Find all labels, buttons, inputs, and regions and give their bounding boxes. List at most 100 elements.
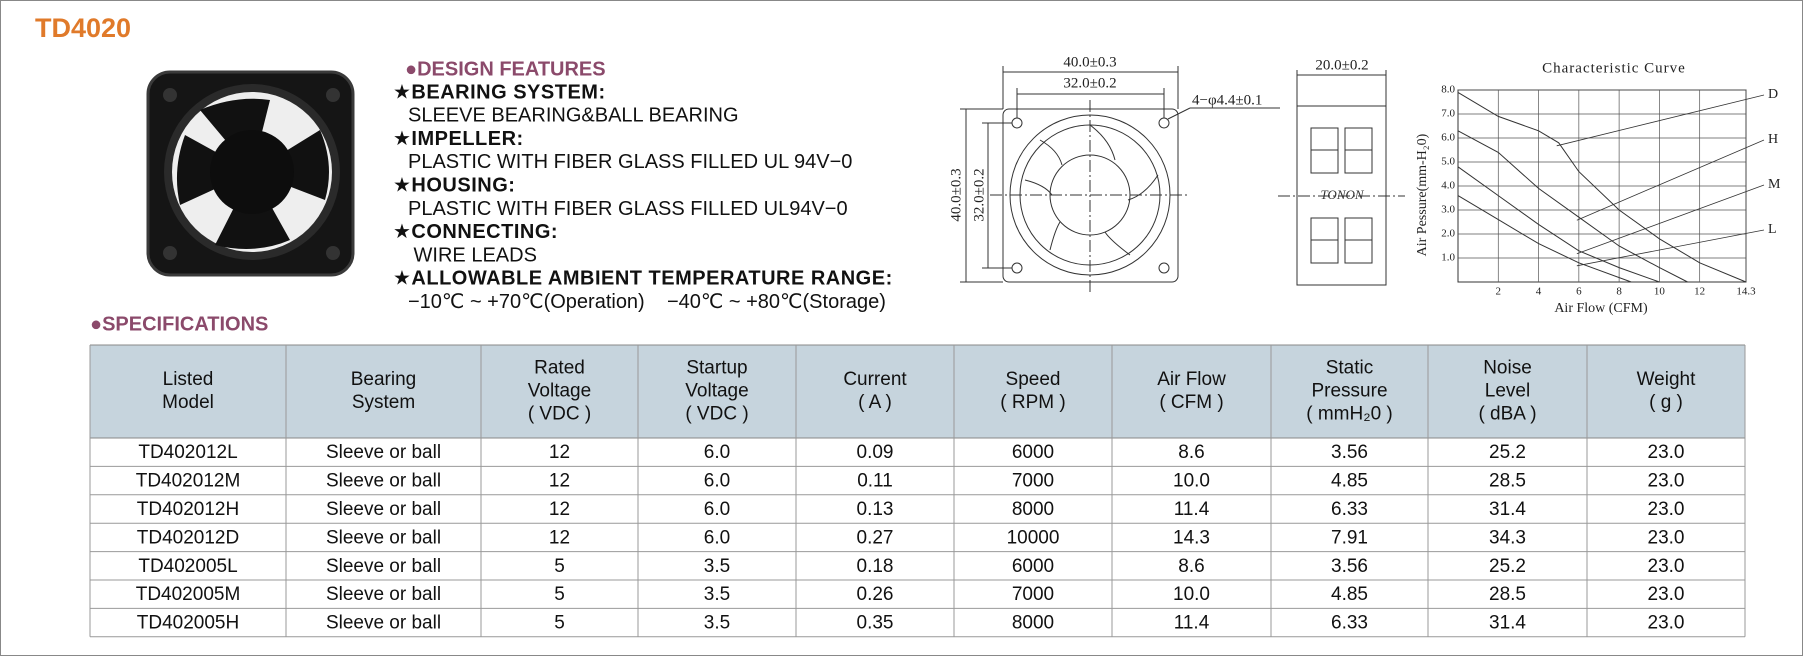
table-cell: 31.4 [1489, 613, 1526, 634]
curve [1457, 195, 1632, 283]
y-tick-label: 5.0 [1441, 156, 1455, 168]
series-label: H [1768, 132, 1778, 147]
table-cell: 5 [554, 584, 565, 605]
y-tick-label: 4.0 [1441, 180, 1455, 192]
header-cell: ( dBA ) [1478, 404, 1536, 425]
header-cell: Current [843, 369, 907, 390]
table-cell: 11.4 [1174, 499, 1210, 520]
header-cell: Startup [686, 358, 747, 379]
table-cell: Sleeve or ball [326, 584, 441, 605]
table-cell: 0.27 [857, 527, 894, 548]
header-cell: ( CFM ) [1159, 392, 1223, 413]
dim-depth: 20.0±0.2 [1315, 57, 1368, 73]
table-cell: TD402005L [138, 556, 237, 577]
x-tick-label: 2 [1496, 286, 1502, 298]
dim-hole-spacing-v: 32.0±0.2 [971, 168, 987, 221]
feature-text: SLEEVE BEARING&BALL BEARING [408, 105, 739, 127]
y-tick-label: 7.0 [1441, 108, 1455, 120]
table-cell: 7000 [1012, 471, 1054, 492]
header-cell: Level [1485, 381, 1530, 402]
header-cell: ( RPM ) [1000, 392, 1065, 413]
x-tick-label: 4 [1536, 286, 1542, 298]
table-cell: 23.0 [1648, 527, 1685, 548]
curve [1457, 91, 1747, 283]
series-label: D [1768, 87, 1778, 102]
table-cell: 23.0 [1648, 442, 1685, 463]
table-cell: 6.0 [704, 499, 730, 520]
curve [1457, 166, 1660, 283]
table-cell: 6.33 [1331, 499, 1368, 520]
table-cell: 4.85 [1331, 584, 1368, 605]
table-cell: 34.3 [1489, 527, 1526, 548]
header-cell: ( VDC ) [685, 404, 748, 425]
table-cell: 0.18 [857, 556, 894, 577]
x-tick-label: 6 [1576, 286, 1582, 298]
feature-text: PLASTIC WITH FIBER GLASS FILLED UL 94V−0 [408, 151, 852, 173]
table-cell: 6.33 [1331, 613, 1368, 634]
leader-line [1556, 94, 1765, 147]
front-drawing [960, 66, 1280, 295]
table-cell: TD402012H [137, 499, 239, 520]
table-cell: 6.0 [704, 442, 730, 463]
y-axis-label: Air Pessure(mm-H₂0) [1415, 133, 1430, 256]
header-cell: Listed [163, 369, 214, 390]
table-cell: 0.26 [857, 584, 894, 605]
curve [1457, 130, 1688, 283]
series-label: M [1768, 177, 1781, 192]
table-cell: 23.0 [1648, 556, 1685, 577]
table-cell: TD402012M [136, 471, 241, 492]
feature-title: ★CONNECTING: [393, 221, 558, 243]
table-cell: 8.6 [1178, 556, 1204, 577]
table-cell: 12 [549, 442, 570, 463]
table-cell: Sleeve or ball [326, 499, 441, 520]
table-cell: 3.5 [704, 613, 730, 634]
table-cell: 28.5 [1489, 584, 1526, 605]
table-cell: 8000 [1012, 499, 1054, 520]
table-cell: 23.0 [1648, 499, 1685, 520]
series-label: L [1768, 222, 1777, 237]
y-tick-label: 2.0 [1441, 228, 1455, 240]
dim-width: 40.0±0.3 [1063, 54, 1116, 70]
table-cell: 7000 [1012, 584, 1054, 605]
table-cell: 0.13 [857, 499, 894, 520]
x-tick-label: 8 [1616, 286, 1622, 298]
design-features: ●DESIGN FEATURES ★BEARING SYSTEM:SLEEVE … [393, 58, 892, 313]
feature-title: ★IMPELLER: [393, 128, 524, 150]
x-tick-label: 12 [1694, 286, 1705, 298]
feature-title: ★BEARING SYSTEM: [393, 81, 606, 103]
y-tick-label: 1.0 [1441, 252, 1455, 264]
header-cell: Voltage [528, 381, 591, 402]
table-cell: 8000 [1012, 613, 1054, 634]
header-cell: ( mmH₂0 ) [1306, 404, 1393, 425]
table-cell: 23.0 [1648, 584, 1685, 605]
table-cell: 10.0 [1173, 471, 1210, 492]
table-cell: TD402005H [137, 613, 239, 634]
table-cell: 0.11 [857, 471, 893, 492]
x-tick-label: 10 [1654, 286, 1666, 298]
table-cell: 12 [549, 471, 570, 492]
header-cell: Air Flow [1157, 369, 1226, 390]
table-cell: 23.0 [1648, 471, 1685, 492]
table-cell: 0.09 [857, 442, 894, 463]
table-cell: Sleeve or ball [326, 613, 441, 634]
x-axis-label: Air Flow (CFM) [1554, 301, 1648, 316]
chart-title: Characteristic Curve [1542, 60, 1686, 76]
table-cell: Sleeve or ball [326, 556, 441, 577]
dim-height: 40.0±0.3 [948, 168, 964, 221]
header-cell: Rated [534, 358, 585, 379]
table-cell: TD402012D [137, 527, 239, 548]
leader-line [1576, 229, 1765, 267]
table-header-bg [90, 345, 1745, 438]
dim-holes: 4−φ4.4±0.1 [1192, 92, 1262, 108]
table-cell: 25.2 [1489, 556, 1526, 577]
table-cell: 6.0 [704, 471, 730, 492]
header-cell: Pressure [1311, 381, 1387, 402]
y-tick-label: 8.0 [1441, 84, 1455, 96]
side-drawing [1278, 70, 1405, 286]
header-cell: Weight [1637, 369, 1697, 390]
table-cell: Sleeve or ball [326, 471, 441, 492]
header-cell: Model [162, 392, 214, 413]
table-cell: 0.35 [857, 613, 894, 634]
